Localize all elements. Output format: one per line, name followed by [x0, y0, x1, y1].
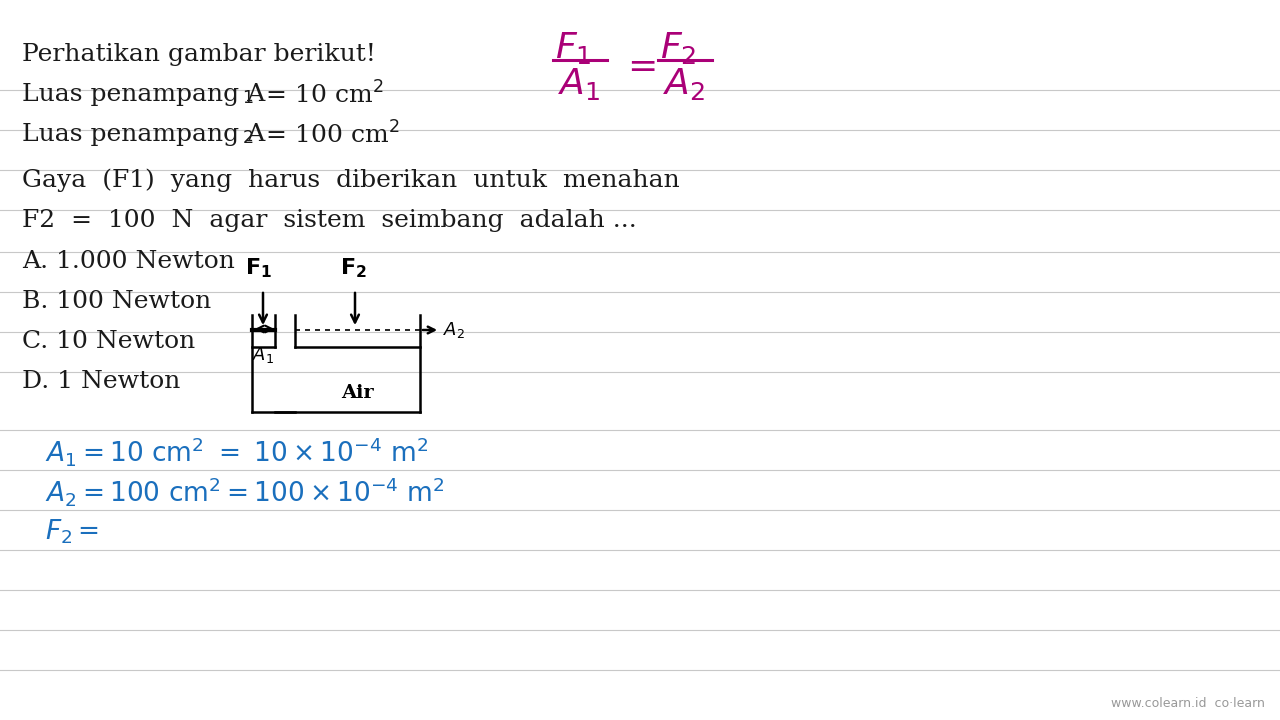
Text: $A_2$: $A_2$: [443, 320, 465, 340]
Text: $\mathit{F_2}$: $\mathit{F_2}$: [660, 30, 696, 66]
Text: $A_1 = 10\ \mathsf{cm}^2\ =\ 10\times10^{-4}\ \mathsf{m}^2$: $A_1 = 10\ \mathsf{cm}^2\ =\ 10\times10^…: [45, 436, 428, 469]
Text: Air: Air: [342, 384, 374, 402]
Text: $=$: $=$: [620, 48, 655, 82]
Text: C. 10 Newton: C. 10 Newton: [22, 330, 196, 354]
Text: = 100 cm$^2$: = 100 cm$^2$: [259, 122, 399, 148]
Text: D. 1 Newton: D. 1 Newton: [22, 371, 180, 394]
Text: $A_2 = 100\ \mathsf{cm}^2 = 100\times10^{-4}\ \mathsf{m}^2$: $A_2 = 100\ \mathsf{cm}^2 = 100\times10^…: [45, 475, 444, 508]
Text: $_1$: $_1$: [242, 84, 253, 107]
Text: = 10 cm$^2$: = 10 cm$^2$: [259, 81, 384, 109]
Text: $F_2 =$: $F_2 =$: [45, 518, 99, 546]
Text: A. 1.000 Newton: A. 1.000 Newton: [22, 251, 234, 274]
Text: $\mathit{F_1}$: $\mathit{F_1}$: [556, 30, 591, 66]
Text: $\mathbf{F}_\mathbf{2}$: $\mathbf{F}_\mathbf{2}$: [339, 256, 366, 280]
Text: $A_1$: $A_1$: [252, 345, 275, 365]
Text: Luas penampang A: Luas penampang A: [22, 124, 265, 146]
Text: $\mathit{A_1}$: $\mathit{A_1}$: [558, 66, 600, 102]
Text: $\mathit{A_2}$: $\mathit{A_2}$: [663, 66, 705, 102]
Text: www.colearn.id  co·learn: www.colearn.id co·learn: [1111, 697, 1265, 710]
Text: Gaya  (F1)  yang  harus  diberikan  untuk  menahan: Gaya (F1) yang harus diberikan untuk men…: [22, 168, 680, 192]
Text: Perhatikan gambar berikut!: Perhatikan gambar berikut!: [22, 43, 376, 66]
Text: B. 100 Newton: B. 100 Newton: [22, 290, 211, 313]
Text: Luas penampang A: Luas penampang A: [22, 84, 265, 107]
Text: F2  =  100  N  agar  sistem  seimbang  adalah ...: F2 = 100 N agar sistem seimbang adalah .…: [22, 209, 636, 232]
Text: $_2$: $_2$: [242, 124, 253, 146]
Text: $\mathbf{F}_\mathbf{1}$: $\mathbf{F}_\mathbf{1}$: [246, 256, 273, 280]
